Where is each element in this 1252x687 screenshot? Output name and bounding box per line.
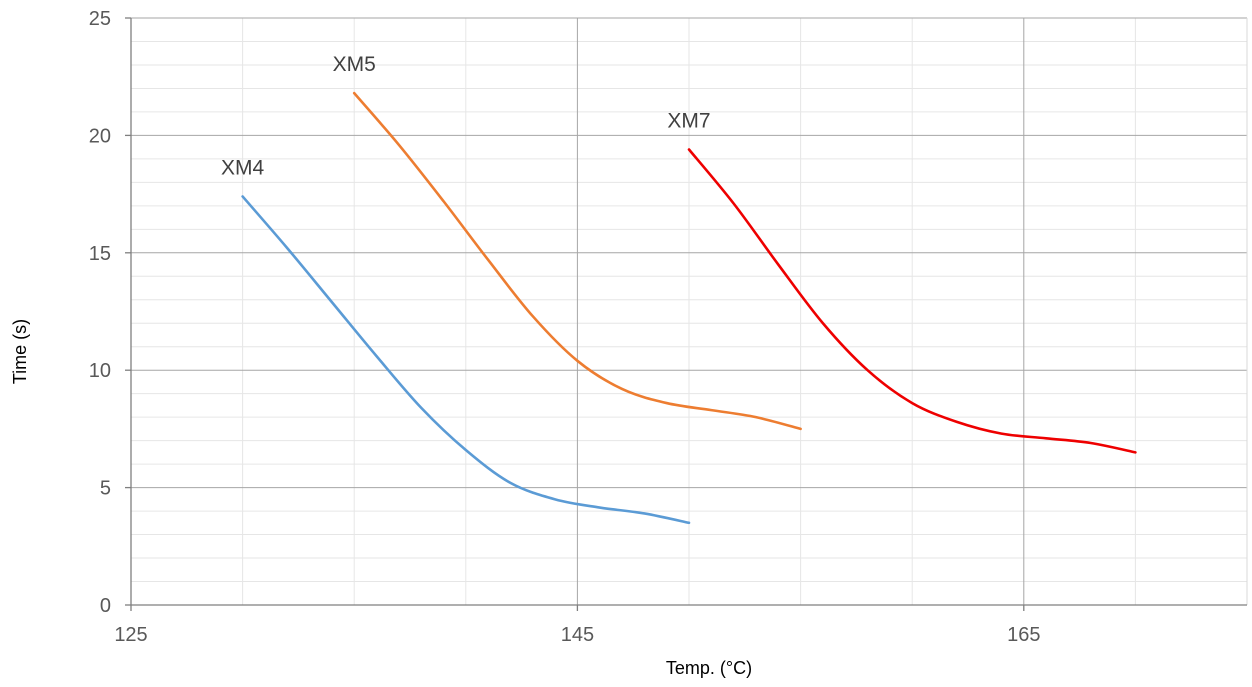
y-tick-label: 5 <box>100 478 111 500</box>
y-tick-labels: 0 5 10 15 20 25 <box>89 8 111 617</box>
series-label-xm7: XM7 <box>667 109 710 132</box>
series-line-xm4 <box>241 195 691 525</box>
series-line-xm5 <box>352 91 802 431</box>
x-tick-label: 125 <box>114 624 147 646</box>
axes <box>125 17 1247 611</box>
x-tick-label: 165 <box>1007 624 1040 646</box>
major-grid <box>131 17 1248 605</box>
y-tick-label: 15 <box>89 243 111 265</box>
series-line-xm7 <box>687 148 1137 454</box>
minor-grid <box>131 18 1248 605</box>
x-tick-labels: 125 145 165 <box>114 624 1040 646</box>
y-axis-title: Time (s) <box>10 319 30 384</box>
y-tick-label: 25 <box>89 8 111 30</box>
series-lines <box>241 91 1137 525</box>
y-tick-label: 10 <box>89 360 111 382</box>
y-tick-label: 0 <box>100 595 111 617</box>
series-labels: XM4 XM5 XM7 <box>221 53 711 179</box>
series-label-xm5: XM5 <box>333 53 376 76</box>
series-label-xm4: XM4 <box>221 156 265 179</box>
x-axis-title: Temp. (°C) <box>666 658 752 678</box>
x-tick-label: 145 <box>561 624 594 646</box>
y-tick-label: 20 <box>89 125 111 147</box>
